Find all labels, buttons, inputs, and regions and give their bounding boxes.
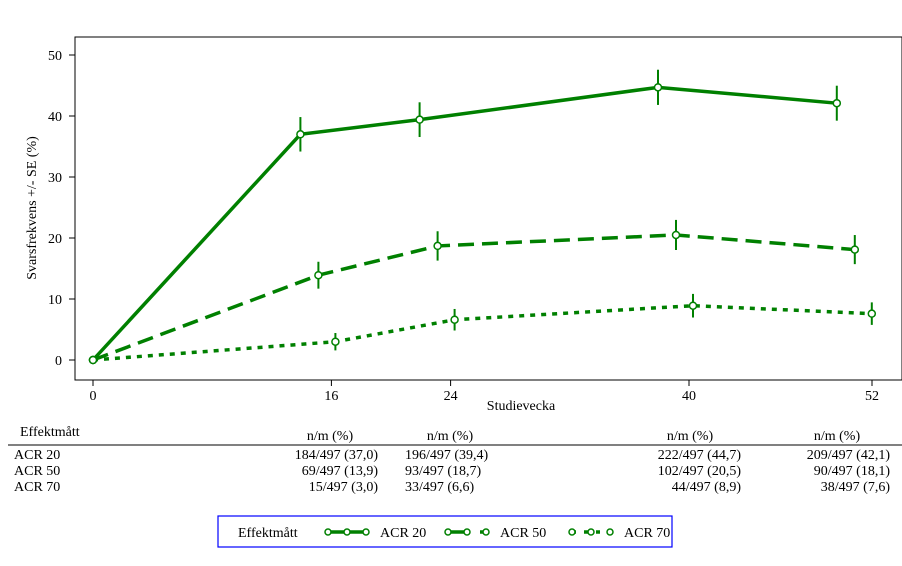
table-cell: 44/497 (8,9) xyxy=(672,480,742,495)
data-point xyxy=(688,301,698,310)
legend-item: ACR 50 xyxy=(444,526,546,541)
x-tick-label: 16 xyxy=(324,389,338,404)
legend-swatch-marker xyxy=(482,528,490,536)
table-cell: 209/497 (42,1) xyxy=(807,448,891,463)
table-column-header: n/m (%) xyxy=(307,429,354,444)
data-point xyxy=(653,83,663,92)
table-cell: 38/497 (7,6) xyxy=(821,480,891,495)
legend-title: Effektmått xyxy=(238,526,298,541)
x-tick-label: 52 xyxy=(865,389,879,404)
table-header: n/m (%) n/m (%) n/m (%) n/m (%) xyxy=(307,429,861,444)
x-tick-label: 24 xyxy=(444,389,458,404)
table-cell: 184/497 (37,0) xyxy=(295,448,379,463)
data-point xyxy=(415,115,424,124)
data-point xyxy=(88,355,98,365)
x-axis-label: Studievecka xyxy=(487,399,556,414)
y-tick-label: 10 xyxy=(48,293,62,308)
data-point xyxy=(296,130,305,139)
legend-swatch-marker xyxy=(463,528,471,536)
data-point xyxy=(850,245,860,254)
x-tick-label: 0 xyxy=(90,389,97,404)
data-point xyxy=(314,270,323,280)
y-axis-label: Svarsfrekvens +/- SE (%) xyxy=(25,136,40,280)
table-cell: 69/497 (13,9) xyxy=(302,464,379,479)
data-point xyxy=(433,241,442,251)
table-row: ACR 70 15/497 (3,0) 33/497 (6,6) 44/497 (8,… xyxy=(14,480,890,495)
table-title: Effektmått xyxy=(20,425,80,440)
legend-item: ACR 20 xyxy=(324,526,426,541)
table-cell: 93/497 (18,7) xyxy=(405,464,482,479)
y-tick-label: 50 xyxy=(48,49,62,64)
y-tick-label: 0 xyxy=(55,354,62,369)
legend-label: ACR 20 xyxy=(380,526,426,541)
table-cell: 90/497 (18,1) xyxy=(814,464,891,479)
table-cell: 15/497 (3,0) xyxy=(309,480,379,495)
data-point xyxy=(671,230,681,240)
series-acr-50 xyxy=(88,219,860,365)
series-line xyxy=(92,303,872,362)
legend-swatch-marker xyxy=(343,528,351,536)
data-point xyxy=(832,98,842,108)
table-row: ACR 20 184/497 (37,0) 196/497 (39,4) 222/49… xyxy=(14,448,890,463)
x-axis: 0 16 24 40 52 xyxy=(90,380,879,404)
table-cell: 102/497 (20,5) xyxy=(658,464,742,479)
table-cell: 196/497 (39,4) xyxy=(405,448,489,463)
legend-item: ACR 70 xyxy=(568,526,670,541)
table-cell: 222/497 (44,7) xyxy=(658,448,742,463)
series-line xyxy=(92,233,855,362)
row-label: ACR 70 xyxy=(14,480,60,495)
legend: Effektmått ACR 20 ACR 50 ACR 70 xyxy=(217,515,673,548)
legend-swatch-marker xyxy=(587,528,595,536)
legend-swatch-marker xyxy=(568,528,576,536)
y-tick-label: 40 xyxy=(48,110,62,125)
table-cell: 33/497 (6,6) xyxy=(405,480,475,495)
data-point xyxy=(331,337,340,346)
data-point xyxy=(867,309,877,318)
legend-swatch-marker xyxy=(362,528,370,536)
legend-swatch-marker xyxy=(324,528,332,536)
y-tick-label: 30 xyxy=(48,171,62,186)
legend-label: ACR 50 xyxy=(500,526,546,541)
table-column-header: n/m (%) xyxy=(427,429,474,444)
row-label: ACR 20 xyxy=(14,448,60,463)
table-column-header: n/m (%) xyxy=(814,429,861,444)
legend-swatch-marker xyxy=(606,528,614,536)
plot-frame xyxy=(74,36,902,381)
row-label: ACR 50 xyxy=(14,464,60,479)
y-tick-label: 20 xyxy=(48,232,62,247)
legend-swatch-marker xyxy=(444,528,452,536)
legend-label: ACR 70 xyxy=(624,526,670,541)
table-body: ACR 20 184/497 (37,0) 196/497 (39,4) 222/49… xyxy=(14,448,890,495)
series-group xyxy=(88,69,877,365)
series-acr-70 xyxy=(88,293,877,365)
table-row: ACR 50 69/497 (13,9) 93/497 (18,7) 102/497 … xyxy=(14,464,890,479)
y-axis: 0 10 20 30 40 50 xyxy=(48,49,75,369)
x-tick-label: 40 xyxy=(682,389,696,404)
table-column-header: n/m (%) xyxy=(667,429,714,444)
data-point xyxy=(450,315,459,324)
